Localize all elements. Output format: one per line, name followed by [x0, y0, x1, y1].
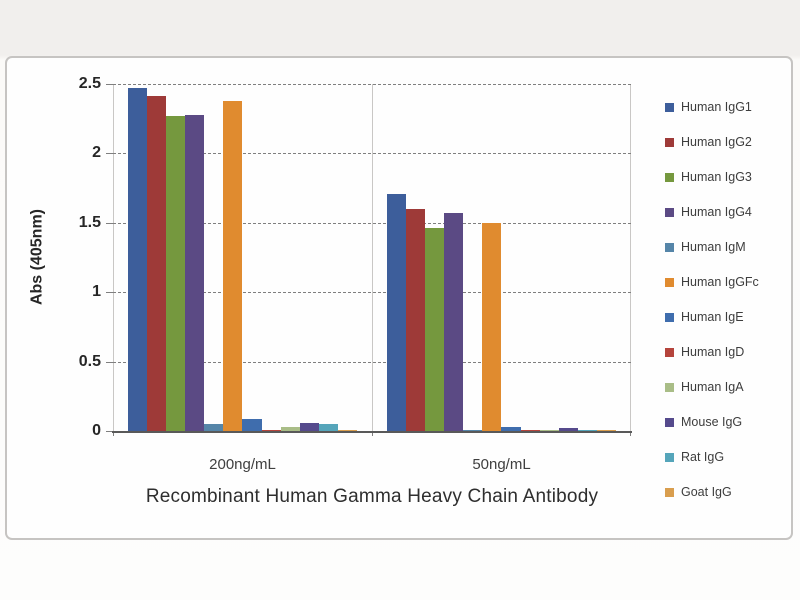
legend-label: Human IgG4	[681, 205, 752, 219]
y-tick-mark	[106, 153, 114, 155]
chart-panel: Abs (405nm) Recombinant Human Gamma Heav…	[5, 56, 793, 540]
legend-swatch-icon	[665, 312, 674, 322]
bar-human-iga-200ng/mL	[280, 427, 300, 431]
y-tick-mark	[106, 361, 114, 363]
gridline-2.5	[113, 84, 631, 85]
bar-human-igg4-200ng/mL	[185, 115, 205, 431]
legend-swatch-icon	[665, 242, 674, 252]
y-tick-mark	[106, 222, 114, 224]
bar-human-igd-200ng/mL	[261, 430, 281, 431]
legend-swatch-icon	[665, 382, 674, 392]
bar-human-igg3-50ng/mL	[425, 228, 445, 431]
x-tick-mark	[372, 431, 373, 436]
bar-human-iggfc-50ng/mL	[482, 223, 502, 431]
bar-human-igg4-50ng/mL	[444, 213, 464, 431]
legend-swatch-icon	[665, 137, 674, 147]
legend-label: Rat IgG	[681, 450, 725, 464]
y-tick-mark	[106, 431, 114, 432]
legend-item-human-igg4: Human IgG4	[665, 205, 752, 219]
category-label-50ng/mL: 50ng/mL	[472, 456, 531, 473]
legend-item-human-igg3: Human IgG3	[665, 170, 752, 184]
bar-human-igg2-200ng/mL	[147, 96, 167, 431]
bar-goat-igg-200ng/mL	[337, 430, 357, 431]
bar-human-ige-200ng/mL	[242, 419, 262, 431]
legend-item-human-igg2: Human IgG2	[665, 135, 752, 149]
legend-swatch-icon	[665, 102, 674, 112]
plot-area	[112, 84, 632, 433]
legend-item-human-iggfc: Human IgGFc	[665, 275, 759, 289]
gridline-2	[113, 153, 631, 155]
gridline-0.5	[113, 361, 631, 363]
legend-label: Human IgGFc	[681, 275, 759, 289]
x-axis-line	[112, 431, 632, 433]
legend-item-human-igm: Human IgM	[665, 240, 746, 254]
bar-group-200ng/mL	[113, 84, 372, 431]
bar-human-iggfc-200ng/mL	[223, 101, 243, 431]
bar-mouse-igg-200ng/mL	[299, 423, 319, 431]
legend-item-human-igg1: Human IgG1	[665, 100, 752, 114]
bar-human-iga-50ng/mL	[539, 430, 559, 431]
bar-human-ige-50ng/mL	[501, 427, 521, 431]
legend-label: Human IgG2	[681, 135, 752, 149]
legend-item-human-igd: Human IgD	[665, 345, 744, 359]
legend-label: Mouse IgG	[681, 415, 743, 429]
y-tick-mark	[106, 292, 114, 294]
legend-label: Human IgD	[681, 345, 745, 359]
legend-swatch-icon	[665, 347, 674, 357]
legend-swatch-icon	[665, 172, 674, 182]
y-tick-label-2.5: 2.5	[78, 75, 101, 92]
legend-swatch-icon	[665, 452, 674, 462]
legend-label: Human IgE	[681, 310, 744, 324]
legend-swatch-icon	[665, 487, 674, 497]
legend-swatch-icon	[665, 207, 674, 217]
legend-label: Human IgA	[681, 380, 744, 394]
x-tick-mark	[630, 431, 631, 436]
legend-item-mouse-igg: Mouse IgG	[665, 415, 742, 429]
y-tick-label-1: 1	[92, 283, 101, 301]
bar-goat-igg-50ng/mL	[596, 430, 616, 431]
y-axis-line	[113, 84, 114, 431]
bar-human-igm-200ng/mL	[204, 424, 224, 431]
legend: Human IgG1 Human IgG2 Human IgG3 Human IgG4…	[7, 58, 791, 538]
bar-rat-igg-200ng/mL	[318, 424, 338, 431]
plot-right-border-line	[630, 84, 631, 431]
gridline-1	[113, 292, 631, 294]
bar-human-igg1-200ng/mL	[128, 88, 148, 431]
bar-group-50ng/mL	[372, 84, 631, 431]
bar-mouse-igg-50ng/mL	[558, 428, 578, 431]
legend-label: Human IgG3	[681, 170, 752, 184]
legend-label: Goat IgG	[681, 485, 732, 499]
legend-swatch-icon	[665, 417, 674, 427]
y-tick-mark	[106, 84, 114, 85]
legend-swatch-icon	[665, 277, 674, 287]
bar-human-igg1-50ng/mL	[387, 194, 407, 431]
bar-human-igd-50ng/mL	[520, 430, 540, 431]
legend-item-goat-igg: Goat IgG	[665, 485, 732, 499]
bar-human-igm-50ng/mL	[463, 430, 483, 431]
bar-human-igg2-50ng/mL	[406, 209, 426, 431]
category-divider-line	[372, 84, 373, 431]
y-tick-label-2: 2	[92, 144, 101, 162]
y-tick-label-1.5: 1.5	[78, 213, 101, 231]
bar-human-igg3-200ng/mL	[166, 116, 186, 431]
y-tick-label-0.5: 0.5	[78, 352, 101, 370]
x-tick-mark	[113, 431, 114, 436]
gridline-1.5	[113, 222, 631, 224]
legend-item-human-iga: Human IgA	[665, 380, 744, 394]
legend-label: Human IgM	[681, 240, 746, 254]
bar-rat-igg-50ng/mL	[577, 430, 597, 431]
category-label-200ng/mL: 200ng/mL	[209, 456, 276, 473]
legend-item-rat-igg: Rat IgG	[665, 450, 724, 464]
legend-label: Human IgG1	[681, 100, 752, 114]
legend-item-human-ige: Human IgE	[665, 310, 744, 324]
chart-title: Recombinant Human Gamma Heavy Chain Anti…	[145, 486, 599, 507]
y-tick-label-0: 0	[92, 422, 101, 439]
